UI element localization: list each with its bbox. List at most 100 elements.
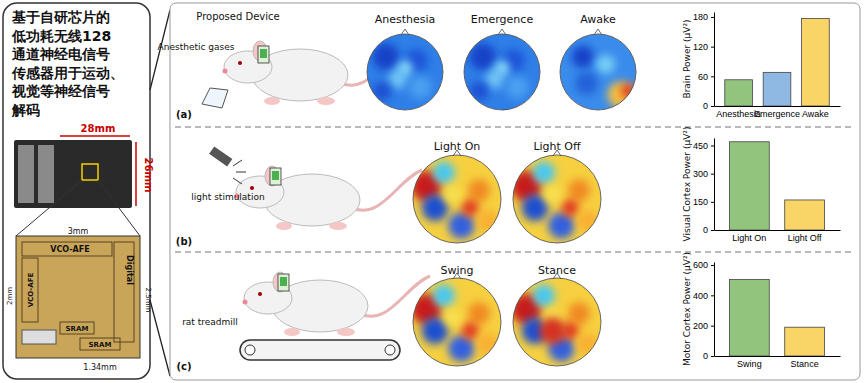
ear: [253, 41, 267, 61]
tick-label: Awake: [802, 109, 829, 119]
device: [278, 274, 289, 291]
map-blob: [575, 72, 598, 95]
map-base: [413, 278, 501, 366]
tick-label: Light Off: [788, 233, 822, 243]
map-blob: [533, 285, 555, 307]
tick-label: 400: [693, 291, 708, 301]
chip-block: [114, 242, 134, 342]
device: [270, 168, 281, 185]
map-blob: [468, 302, 490, 324]
connector: [38, 145, 54, 203]
tick-label: Light On: [732, 233, 766, 243]
separator: [175, 252, 855, 253]
tick-label: 60: [698, 72, 708, 82]
chip-block: [22, 258, 38, 322]
map-blob: [422, 318, 448, 344]
left-panel: 基于自研芯片的低功耗无线128通道神经电信号传感器用于运动、视觉等神经信号解码2…: [3, 3, 154, 379]
gas-tube: [202, 88, 228, 108]
row-c: rat treadmillSwingStance(c): [176, 264, 601, 372]
bar: [729, 279, 769, 356]
paw: [264, 97, 280, 105]
map-outline: [513, 155, 601, 243]
dimension: 3mm: [68, 227, 89, 236]
tick-label: 0: [703, 351, 708, 361]
eye: [238, 61, 242, 65]
bar: [763, 72, 791, 106]
bar-chart: 0150300450Light OnLight OffVisual Cortex…: [682, 127, 841, 244]
tick: 60: [698, 72, 714, 82]
axis-title: Motor Cortex Power (μV²): [682, 252, 692, 366]
panel-border: [170, 3, 860, 380]
chip-detail: [22, 330, 56, 344]
board: [14, 140, 132, 208]
map-blob: [470, 44, 497, 71]
tick-label: 120: [693, 42, 708, 52]
right-panel: Proposed DeviceAnesthetic gasesAnesthesi…: [158, 3, 860, 380]
bars: [729, 279, 824, 356]
map-title: Light Off: [533, 140, 581, 153]
title-line: 低功耗无线128: [11, 28, 111, 44]
bar-chart: 060120180AnesthesiaEmergenceAwakeBrain P…: [682, 12, 841, 119]
tick-mark: [711, 76, 714, 77]
topomap: [511, 278, 601, 366]
axis-line: [714, 263, 715, 357]
tick-label: 300: [693, 169, 708, 179]
map-blob: [571, 45, 594, 68]
tick-mark: [711, 295, 714, 296]
map-blob: [494, 61, 509, 76]
roller: [245, 345, 255, 355]
bars: [729, 142, 824, 230]
map-title: Anesthesia: [375, 13, 436, 26]
bars: [725, 18, 829, 106]
figure: 基于自研芯片的低功耗无线128通道神经电信号传感器用于运动、视觉等神经信号解码2…: [0, 0, 865, 383]
panel-label: (a): [176, 109, 192, 120]
annotation: Proposed Device: [196, 11, 279, 22]
nose-mark: [594, 29, 602, 35]
tick: Light Off: [788, 230, 822, 243]
title-line: 传感器用于运动、: [11, 65, 124, 81]
map-blob: [422, 195, 448, 221]
roller: [385, 345, 395, 355]
nose-mark: [453, 273, 461, 279]
tick: Awake: [802, 106, 829, 119]
nose-mark: [553, 150, 561, 156]
bar: [802, 18, 830, 106]
tick: Stance: [791, 356, 819, 369]
map-blob: [461, 322, 479, 340]
panel-border: [3, 3, 150, 379]
nose: [243, 300, 248, 305]
chip-label: SRAM: [89, 341, 112, 349]
tick: Light On: [732, 230, 766, 243]
y-axis: 060120180: [693, 12, 715, 111]
tick-label: Stance: [791, 359, 819, 369]
map-blob: [568, 179, 590, 201]
x-axis: Light On Light Off: [715, 230, 841, 243]
topomap: [367, 34, 443, 110]
map-base: [367, 34, 443, 110]
nose-mark: [453, 150, 461, 156]
tick-mark: [711, 230, 714, 231]
chip-block: [60, 322, 94, 334]
chip-block: [80, 338, 120, 350]
tick-mark: [711, 326, 714, 327]
tick-mark: [711, 356, 714, 357]
map-blob: [444, 309, 462, 327]
topomap: [511, 155, 601, 243]
separator: [175, 127, 855, 128]
map-title: Emergence: [471, 13, 534, 26]
map-blob: [522, 195, 548, 221]
paw: [329, 222, 347, 230]
axis-line: [714, 139, 715, 231]
topomap: [464, 34, 540, 110]
eye: [258, 292, 262, 296]
connector: [18, 145, 34, 203]
dimension: 1.34mm: [83, 363, 117, 372]
map-blob: [561, 199, 579, 217]
map-blob: [468, 179, 490, 201]
axis-title: Visual Cortex Power (μV²): [682, 127, 692, 242]
tick-label: 0: [703, 225, 708, 235]
map-outline: [560, 34, 636, 110]
eye: [250, 186, 254, 190]
bar-chart: 0200400600SwingStanceMotor Cortex Power …: [682, 252, 841, 369]
axis-line: [715, 106, 841, 107]
